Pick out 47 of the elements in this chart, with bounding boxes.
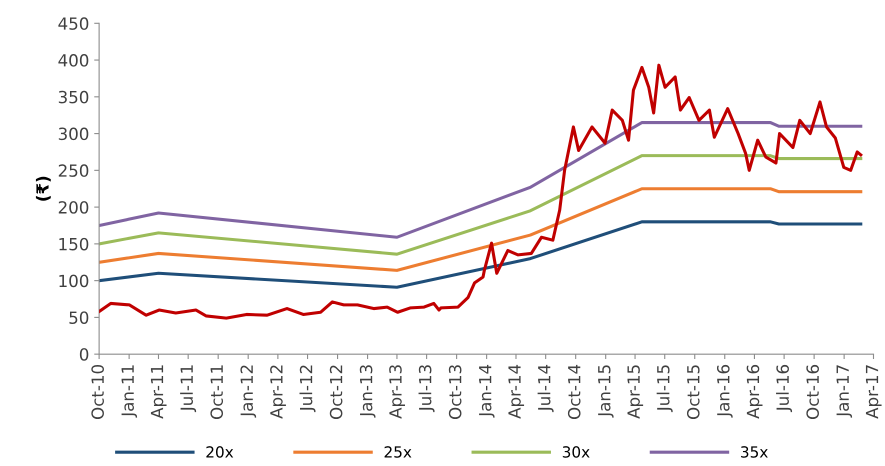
x-tick-label: Apr-12 (270, 366, 286, 419)
y-axis-title: (₹) (36, 176, 51, 201)
x-tick-label: Jan-12 (240, 366, 256, 418)
legend-label: 35x (741, 446, 768, 458)
x-tick-label: Oct-14 (568, 364, 581, 419)
x-tick-label: Apr-13 (389, 365, 405, 419)
x-tick-label: Oct-13 (448, 365, 462, 419)
x-tick-label: Oct-12 (330, 366, 342, 419)
x-tick-label: Jan-11 (122, 365, 138, 418)
x-tick-label: Apr-14 (508, 364, 524, 419)
legend-label: 20x (206, 446, 234, 458)
x-tick-label: Jul-13 (418, 365, 435, 412)
y-tick-label: 200 (58, 201, 88, 214)
y-tick-label: 50 (69, 311, 88, 324)
x-tick-label: Jan-15 (598, 365, 614, 418)
y-tick-label: 100 (59, 274, 88, 288)
x-tick-label: Apr-15 (628, 365, 644, 419)
line-series (99, 121, 862, 239)
legend-label: 30x (562, 446, 590, 458)
line-series (99, 64, 862, 320)
y-tick-label: 450 (58, 17, 88, 30)
line-series (99, 187, 862, 272)
x-tick-label: Jul-14 (538, 364, 554, 412)
y-tick-label: 400 (58, 54, 88, 67)
x-tick-label: Jul-15 (656, 365, 673, 412)
x-tick-label: Jan-13 (360, 365, 376, 418)
line-series (99, 220, 862, 289)
x-tick-label: Jul-16 (776, 364, 792, 412)
x-tick-label: Jan-17 (836, 365, 852, 418)
x-tick-label: Oct-11 (210, 365, 224, 419)
y-tick-label: 350 (58, 90, 88, 104)
legend-label: 25x (384, 446, 412, 458)
y-tick-label: 250 (58, 164, 88, 177)
line-series (99, 154, 862, 256)
x-tick-label: Oct-15 (686, 365, 700, 419)
x-tick-label: Jul-11 (180, 365, 196, 412)
x-tick-label: Apr-16 (746, 364, 762, 419)
y-tick-label: 300 (58, 128, 88, 140)
x-tick-label: Jan-14 (479, 364, 495, 418)
x-tick-label: Jul-12 (299, 366, 316, 412)
y-tick-label: 0 (80, 348, 88, 361)
x-tick-label: Oct-10 (91, 364, 104, 419)
x-tick-label: Apr-11 (150, 365, 167, 419)
x-tick-label: Jan-16 (716, 364, 733, 418)
x-tick-label: Apr-17 (866, 365, 882, 419)
y-tick-label: 150 (59, 238, 88, 250)
x-tick-label: Oct-16 (806, 364, 819, 419)
